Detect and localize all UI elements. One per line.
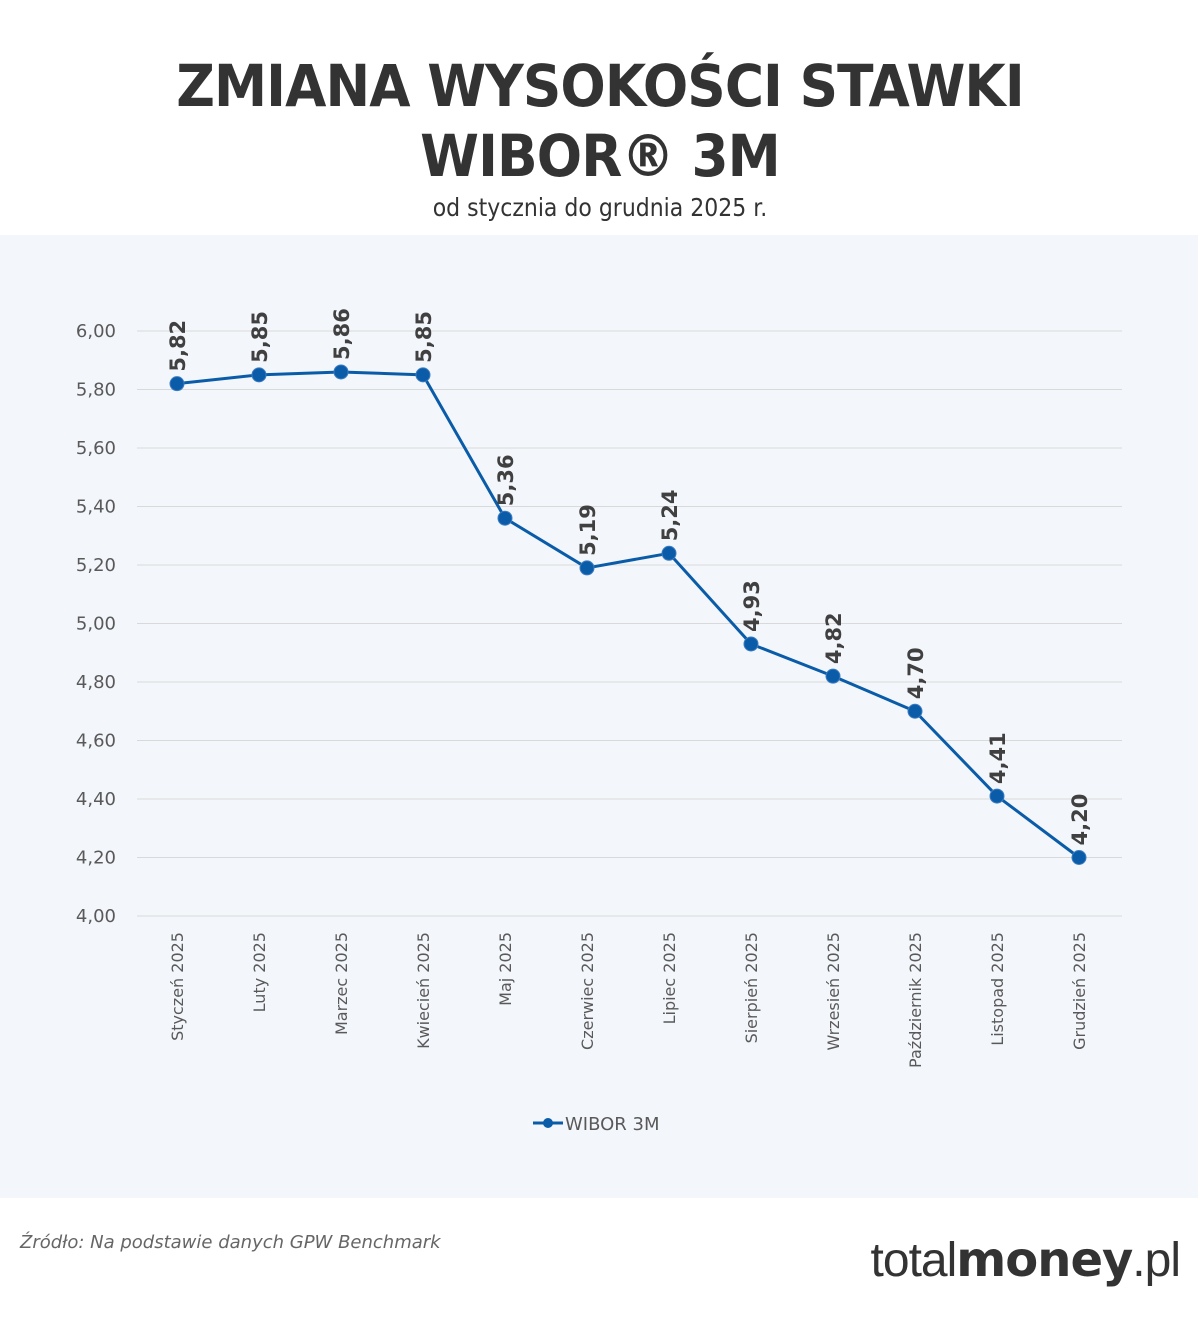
legend-marker-icon <box>543 1118 553 1128</box>
data-label: 4,70 <box>904 647 928 699</box>
series-line-wibor-3m <box>176 370 1080 859</box>
y-axis-tick: 4,20 <box>76 848 116 869</box>
y-axis-tick: 5,00 <box>76 614 116 635</box>
y-axis-tick: 5,60 <box>76 438 116 459</box>
y-axis-tick: 4,00 <box>76 906 116 927</box>
data-point-marker[interactable] <box>743 636 759 652</box>
data-label: 5,24 <box>658 489 682 541</box>
chart-title-line1: ZMIANA WYSOKOŚCI STAWKI <box>176 52 1025 120</box>
data-point-marker[interactable] <box>169 376 185 392</box>
data-point-marker[interactable] <box>825 668 841 684</box>
brand-logo: totalmoney.pl <box>870 1232 1181 1288</box>
logo-part-money: money <box>956 1232 1133 1288</box>
x-axis-tick: Listopad 2025 <box>988 932 1007 1046</box>
data-label: 5,86 <box>330 308 354 360</box>
x-axis-tick: Styczeń 2025 <box>168 932 187 1041</box>
source-note: Źródło: Na podstawie danych GPW Benchmar… <box>20 1232 441 1253</box>
chart-subtitle: od stycznia do grudnia 2025 r. <box>432 193 768 222</box>
y-axis-tick: 4,80 <box>76 672 116 693</box>
data-point-marker[interactable] <box>1071 850 1087 865</box>
x-axis-tick: Lipiec 2025 <box>660 932 679 1024</box>
x-axis-tick: Maj 2025 <box>496 932 515 1006</box>
data-label: 5,85 <box>412 311 436 363</box>
chart-title-line2: WIBOR® 3M <box>420 122 781 190</box>
y-axis-tick: 5,40 <box>76 497 116 518</box>
logo-part-total: total <box>870 1234 958 1287</box>
data-label: 4,20 <box>1068 794 1092 846</box>
data-label: 4,41 <box>986 732 1010 784</box>
y-axis-tick: 5,20 <box>76 555 116 576</box>
line-chart: 4,00 4,20 4,40 4,60 4,80 5,00 5,20 5,40 5,60 5,80… <box>76 308 1122 1135</box>
x-axis-tick: Marzec 2025 <box>332 932 351 1035</box>
x-axis-tick: Kwiecień 2025 <box>414 932 433 1049</box>
y-axis-tick: 6,00 <box>76 321 116 342</box>
data-label: 5,85 <box>248 311 272 363</box>
data-point-marker[interactable] <box>333 364 349 380</box>
data-point-marker[interactable] <box>251 367 267 383</box>
data-point-marker[interactable] <box>579 560 595 576</box>
data-label: 4,93 <box>740 580 764 632</box>
data-point-marker[interactable] <box>989 788 1005 804</box>
data-label: 5,36 <box>494 454 518 506</box>
chart-panel: 4,00 4,20 4,40 4,60 4,80 5,00 5,20 5,40 5,60 5,80… <box>0 235 1198 1198</box>
x-axis-tick: Sierpień 2025 <box>742 932 761 1043</box>
x-axis-tick: Październik 2025 <box>906 932 925 1068</box>
legend-label: WIBOR 3M <box>565 1114 660 1135</box>
x-axis-tick: Grudzień 2025 <box>1070 932 1089 1050</box>
y-axis-tick: 4,40 <box>76 789 116 810</box>
data-point-marker[interactable] <box>497 510 513 526</box>
data-label: 4,82 <box>822 612 846 664</box>
y-axis-tick: 4,60 <box>76 731 116 752</box>
y-axis-tick: 5,80 <box>76 380 116 401</box>
x-axis-tick: Luty 2025 <box>250 932 269 1012</box>
x-axis-tick: Czerwiec 2025 <box>578 932 597 1050</box>
data-label: 5,19 <box>576 504 600 556</box>
data-label: 5,82 <box>166 320 190 372</box>
logo-part-suffix: .pl <box>1132 1234 1181 1287</box>
data-point-marker[interactable] <box>907 703 923 719</box>
data-point-marker[interactable] <box>415 367 431 383</box>
x-axis-tick: Wrzesień 2025 <box>824 932 843 1051</box>
data-point-marker[interactable] <box>661 545 677 561</box>
